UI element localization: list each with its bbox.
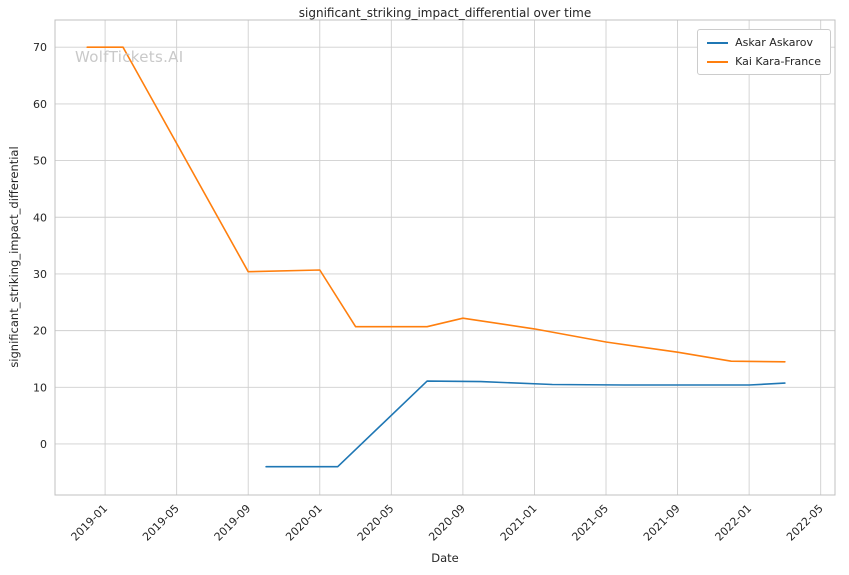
y-tick-label: 0	[40, 438, 47, 451]
x-tick-label: 2021-01	[498, 502, 540, 544]
legend-item-kai-kara-france: Kai Kara-France	[707, 55, 821, 68]
x-tick-label: 2022-05	[784, 502, 826, 544]
y-tick-label: 20	[33, 325, 47, 338]
x-tick-label: 2020-09	[426, 502, 468, 544]
y-tick-label: 30	[33, 268, 47, 281]
y-tick-label: 10	[33, 381, 47, 394]
x-tick-label: 2019-01	[69, 502, 111, 544]
x-tick-label: 2020-01	[283, 502, 325, 544]
y-tick-label: 70	[33, 41, 47, 54]
x-tick-label: 2019-09	[212, 502, 254, 544]
y-tick-label: 60	[33, 98, 47, 111]
watermark: WolfTickets.AI	[75, 48, 184, 66]
legend-line-sample-orange	[707, 60, 729, 63]
legend-item-askar-askarov: Askar Askarov	[707, 36, 821, 49]
legend-line-sample-blue	[707, 41, 729, 44]
x-tick-label: 2020-05	[355, 502, 397, 544]
x-axis-label: Date	[431, 551, 459, 565]
x-tick-label: 2021-05	[569, 502, 611, 544]
series-line-askar-askarov	[265, 380, 786, 468]
plot-border	[54, 19, 836, 496]
legend-label: Kai Kara-France	[735, 55, 821, 68]
x-tick-label: 2019-05	[140, 502, 182, 544]
y-tick-label: 50	[33, 155, 47, 168]
x-tick-label: 2022-01	[713, 502, 755, 544]
legend-label: Askar Askarov	[735, 36, 813, 49]
legend: Askar Askarov Kai Kara-France	[697, 29, 831, 75]
series-line-kai-kara-france	[86, 46, 786, 363]
y-tick-label: 40	[33, 211, 47, 224]
chart-title: significant_striking_impact_differential…	[298, 6, 592, 20]
y-axis-label: significant_striking_impact_differential	[7, 146, 21, 368]
x-tick-label: 2021-09	[641, 502, 683, 544]
